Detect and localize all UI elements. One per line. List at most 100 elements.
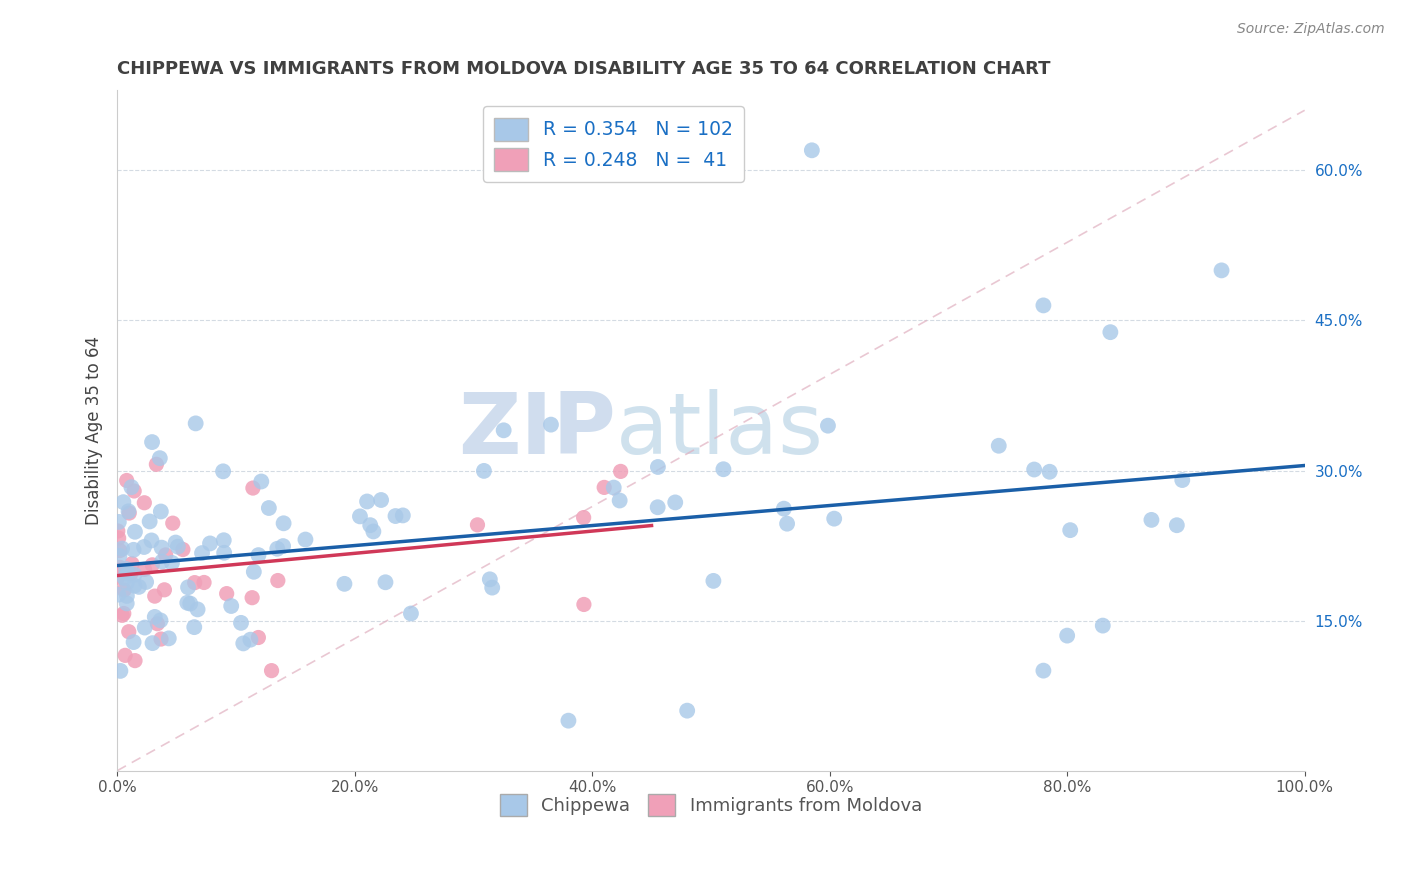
Point — [1032, 664, 1054, 678]
Point — [107, 531, 129, 545]
Point — [478, 572, 501, 586]
Point — [363, 524, 385, 539]
Point — [108, 549, 131, 563]
Point — [240, 591, 263, 605]
Point — [359, 518, 381, 533]
Point — [399, 607, 422, 621]
Point — [593, 480, 616, 494]
Point — [111, 562, 134, 576]
Point — [172, 542, 194, 557]
Point — [647, 460, 669, 475]
Point — [184, 417, 207, 431]
Point — [111, 541, 134, 556]
Point — [198, 536, 221, 550]
Y-axis label: Disability Age 35 to 64: Disability Age 35 to 64 — [86, 336, 103, 525]
Point — [108, 560, 131, 574]
Point — [374, 575, 396, 590]
Point — [141, 636, 163, 650]
Point — [609, 493, 631, 508]
Point — [134, 621, 156, 635]
Point — [112, 607, 135, 621]
Text: atlas: atlas — [616, 389, 824, 472]
Point — [271, 539, 294, 553]
Point — [1059, 523, 1081, 537]
Point — [120, 480, 142, 494]
Point — [145, 458, 167, 472]
Point — [146, 616, 169, 631]
Point — [647, 500, 669, 515]
Point — [492, 423, 515, 437]
Point — [157, 632, 180, 646]
Point — [257, 501, 280, 516]
Text: CHIPPEWA VS IMMIGRANTS FROM MOLDOVA DISABILITY AGE 35 TO 64 CORRELATION CHART: CHIPPEWA VS IMMIGRANTS FROM MOLDOVA DISA… — [117, 60, 1050, 78]
Point — [108, 515, 131, 529]
Point — [108, 543, 131, 558]
Point — [162, 516, 184, 531]
Point — [676, 704, 699, 718]
Point — [247, 548, 270, 562]
Point — [243, 565, 266, 579]
Point — [143, 610, 166, 624]
Point — [1140, 513, 1163, 527]
Point — [540, 417, 562, 432]
Point — [349, 509, 371, 524]
Point — [212, 533, 235, 548]
Point — [603, 481, 626, 495]
Point — [115, 575, 138, 590]
Point — [124, 579, 146, 593]
Point — [138, 515, 160, 529]
Point — [333, 577, 356, 591]
Point — [267, 574, 290, 588]
Point — [187, 602, 209, 616]
Point — [193, 575, 215, 590]
Point — [572, 598, 595, 612]
Point — [294, 533, 316, 547]
Point — [266, 541, 288, 556]
Point — [1099, 325, 1122, 339]
Point — [132, 540, 155, 554]
Point — [179, 597, 201, 611]
Point — [472, 464, 495, 478]
Point — [572, 510, 595, 524]
Point — [817, 418, 839, 433]
Point — [111, 608, 134, 623]
Point — [141, 558, 163, 572]
Point — [115, 589, 138, 603]
Point — [150, 554, 173, 568]
Point — [134, 562, 156, 576]
Point — [1039, 465, 1062, 479]
Point — [183, 575, 205, 590]
Point — [773, 501, 796, 516]
Point — [800, 144, 823, 158]
Point — [167, 540, 190, 554]
Point — [110, 664, 132, 678]
Point — [128, 580, 150, 594]
Text: ZIP: ZIP — [458, 389, 616, 472]
Point — [155, 548, 177, 562]
Point — [392, 508, 415, 523]
Point — [250, 475, 273, 489]
Point — [1166, 518, 1188, 533]
Point — [1056, 629, 1078, 643]
Point — [1091, 618, 1114, 632]
Point — [112, 582, 135, 597]
Point — [1211, 263, 1233, 277]
Point — [232, 636, 254, 650]
Point — [212, 464, 235, 478]
Point — [115, 596, 138, 610]
Point — [384, 509, 406, 524]
Point — [176, 596, 198, 610]
Point — [987, 439, 1010, 453]
Point — [117, 504, 139, 518]
Point — [557, 714, 579, 728]
Point — [107, 588, 129, 602]
Point — [112, 571, 135, 585]
Point — [702, 574, 724, 588]
Point — [107, 524, 129, 538]
Point — [481, 581, 503, 595]
Point — [609, 464, 631, 478]
Point — [273, 516, 295, 531]
Point — [141, 533, 163, 548]
Point — [1024, 462, 1046, 476]
Legend: Chippewa, Immigrants from Moldova: Chippewa, Immigrants from Moldova — [492, 787, 929, 823]
